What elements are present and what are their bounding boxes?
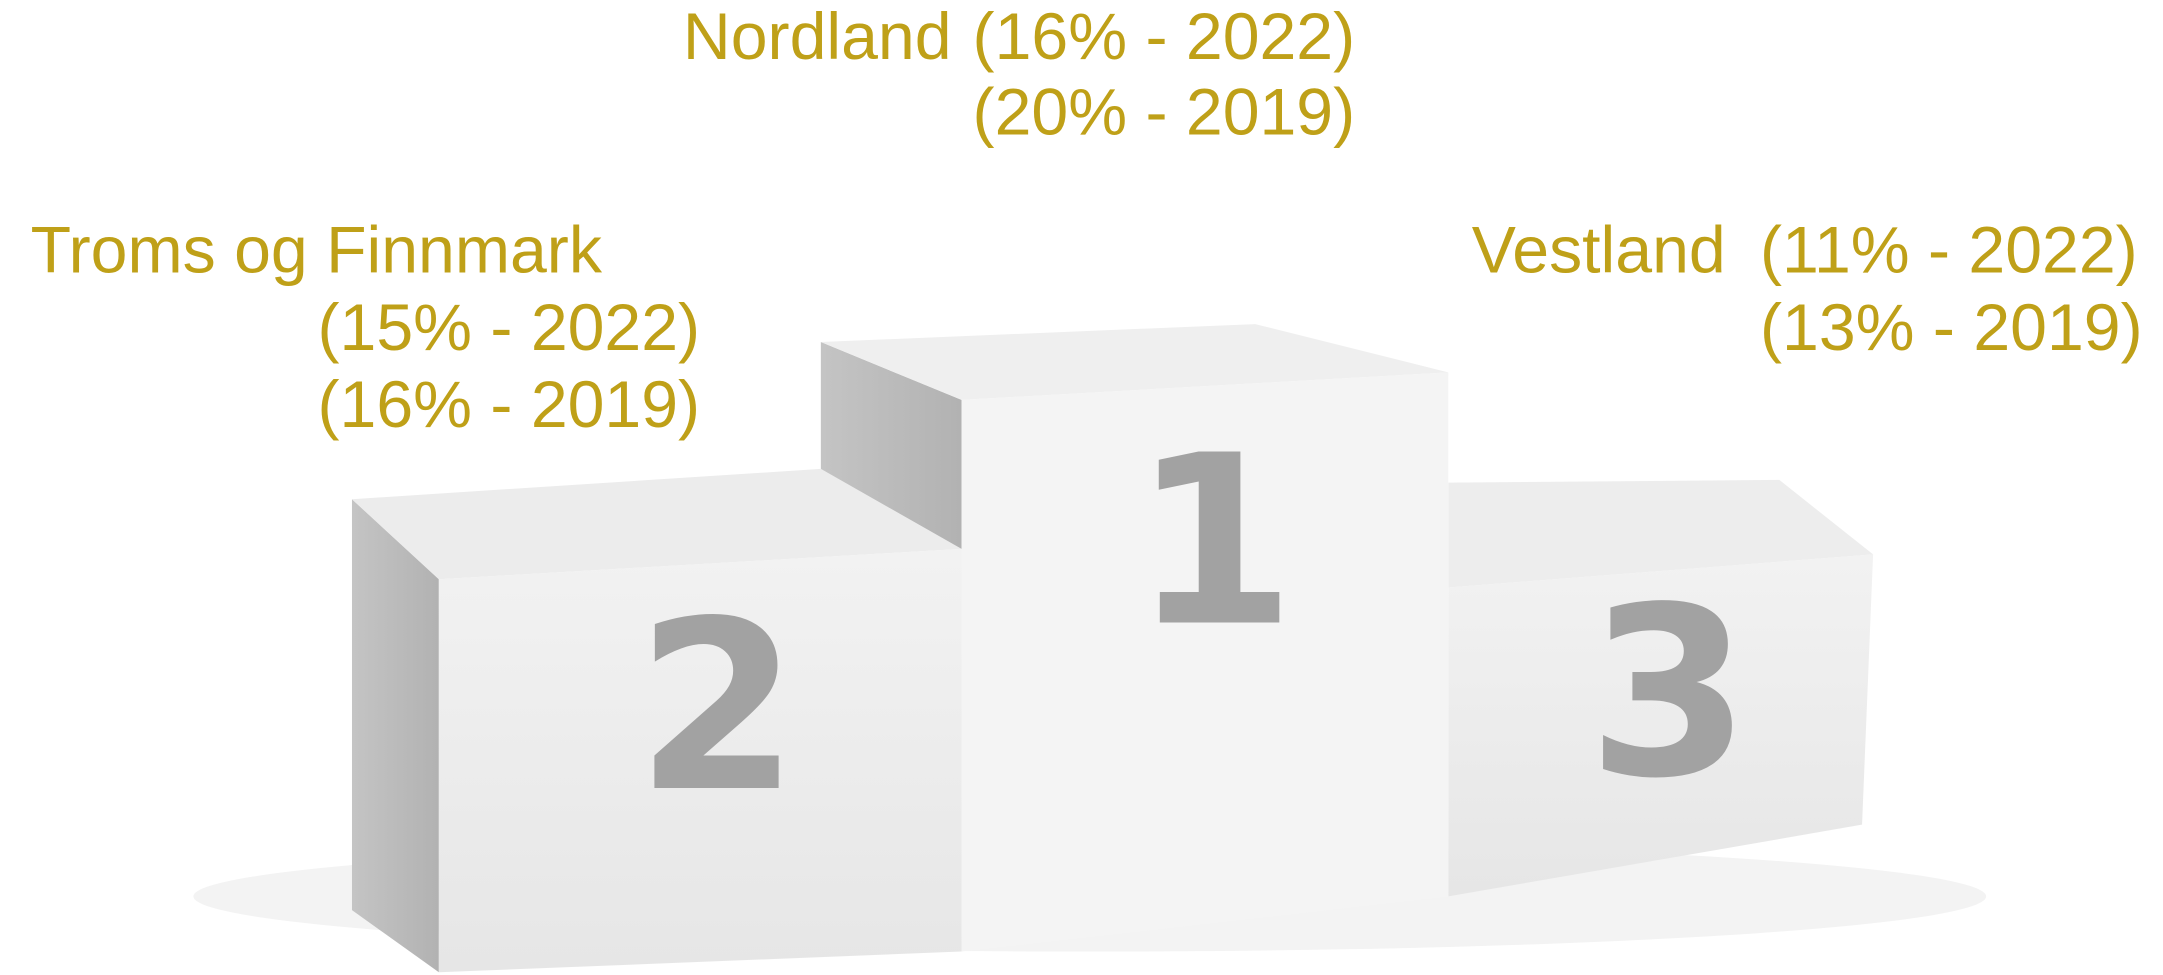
stat-line: (16% - 2022) (973, 0, 1356, 74)
block-side (820, 342, 962, 549)
block-front (438, 548, 962, 973)
block-side (351, 499, 439, 973)
rank-number: 1 (1132, 405, 1295, 678)
block-front (961, 372, 1449, 952)
region-name: Troms og Finnmark (31, 214, 603, 288)
rank-number: 2 (636, 571, 799, 844)
region-name: Nordland (683, 0, 952, 74)
stat-line: (13% - 2019) (1760, 291, 2143, 365)
block-top (820, 324, 1449, 400)
block-front (1448, 554, 1874, 897)
block-top (1448, 479, 1874, 588)
rank-number: 3 (1587, 557, 1750, 830)
stat-line: (20% - 2019) (973, 76, 1356, 150)
stat-line: (11% - 2022) (1760, 214, 2138, 288)
stat-line: (15% - 2022) (317, 291, 700, 365)
stat-line: (16% - 2019) (317, 368, 700, 442)
region-name: Vestland (1472, 214, 1726, 288)
block-top (351, 468, 962, 580)
